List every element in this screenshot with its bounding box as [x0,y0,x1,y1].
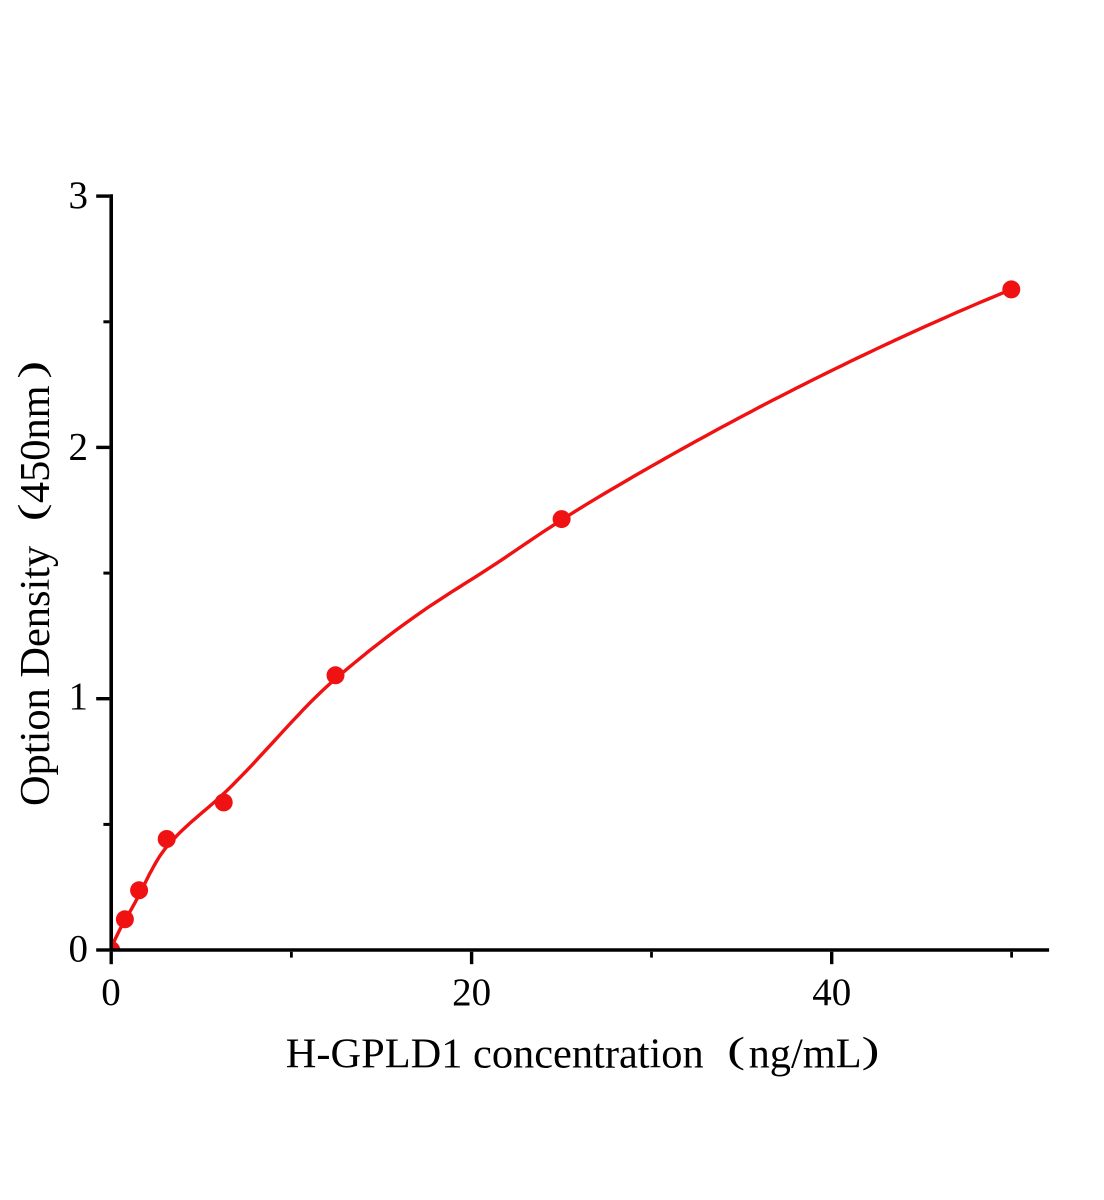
svg-text:3: 3 [69,174,89,217]
svg-text:): ) [11,361,52,379]
svg-text:2: 2 [69,426,89,469]
svg-text:(: ( [727,1029,745,1070]
svg-text:(: ( [11,503,52,521]
svg-text:H-GPLD1 concentration: H-GPLD1 concentration [286,1031,704,1078]
svg-text:ng/mL: ng/mL [749,1031,862,1078]
svg-text:20: 20 [452,971,491,1014]
svg-text:0: 0 [101,971,121,1014]
svg-text:1: 1 [69,675,89,718]
svg-text:40: 40 [812,971,851,1014]
svg-text:450nm: 450nm [12,385,59,503]
svg-text:0: 0 [69,928,89,971]
svg-text:Option Density: Option Density [12,545,59,806]
svg-text:): ) [862,1029,880,1070]
